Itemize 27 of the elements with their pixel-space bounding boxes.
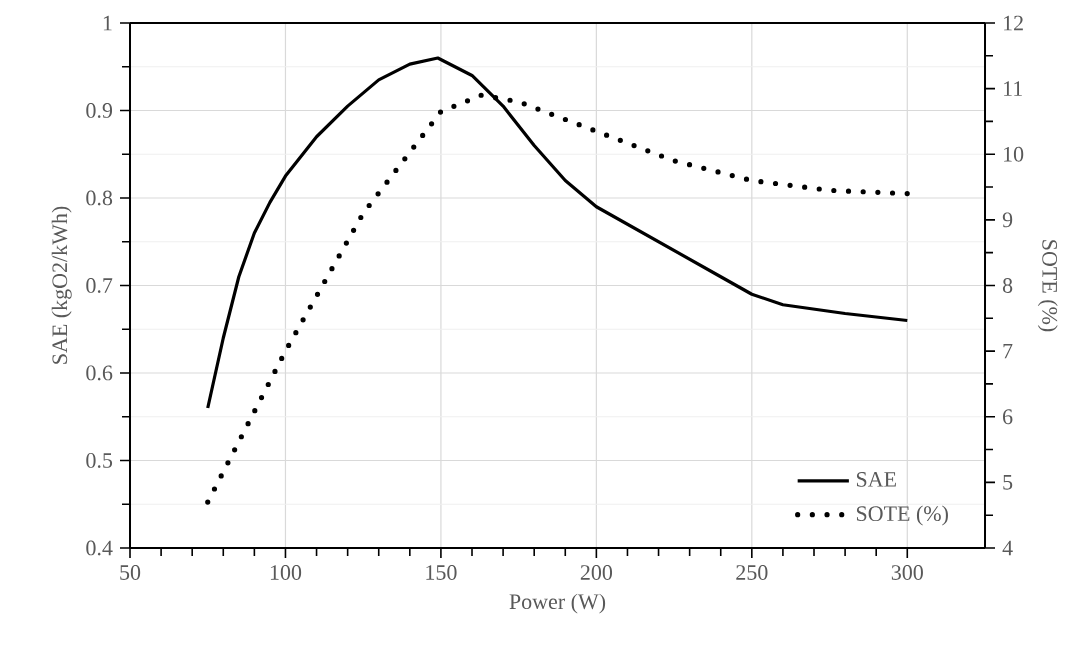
y-tick-label: 0.7 <box>86 278 113 293</box>
x-tick-label: 100 <box>270 565 302 580</box>
y-tick-label: 1 <box>103 15 112 31</box>
y2-tick-label: 9 <box>1002 212 1013 228</box>
y2-axis-title: SOTE (%) <box>1037 240 1058 332</box>
x-tick-label: 150 <box>426 565 457 580</box>
y2-tick-label: 8 <box>1002 278 1013 293</box>
y2-tick-label: 12 <box>1004 15 1023 31</box>
y2-tick-label: 4 <box>1002 540 1013 556</box>
y2-tick-label: 7 <box>1003 343 1013 359</box>
y-tick-label: 0.9 <box>86 103 113 118</box>
legend-label: SAE <box>856 472 896 487</box>
y-tick-label: 0.6 <box>86 365 113 381</box>
y-tick-label: 0.4 <box>86 540 113 556</box>
y2-tick-label: 6 <box>1003 409 1013 425</box>
x-tick-label: 250 <box>736 565 768 580</box>
y-tick-label: 0.8 <box>86 190 113 206</box>
x-tick-label: 200 <box>580 565 613 580</box>
y2-tick-label: 11 <box>1004 81 1022 96</box>
y2-tick-label: 5 <box>1003 475 1013 490</box>
y-tick-label: 0.5 <box>86 453 113 468</box>
x-tick-label: 50 <box>120 565 141 580</box>
y-axis-title: SAE (kgO2/kWh) <box>51 206 72 364</box>
legend-label: SOTE (%) <box>856 505 948 526</box>
y2-tick-label: 10 <box>1004 146 1024 162</box>
x-tick-label: 300 <box>891 565 923 580</box>
x-axis-title: Power (W) <box>509 593 606 614</box>
